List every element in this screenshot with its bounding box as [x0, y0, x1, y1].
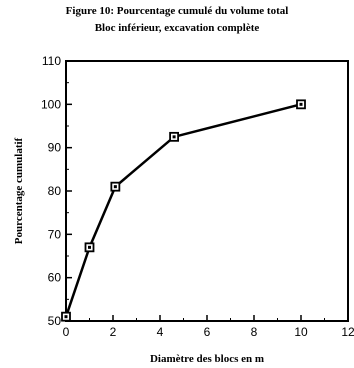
series-line [64, 103, 302, 318]
y-tick-label: 70 [48, 227, 62, 241]
y-tick-label: 110 [42, 54, 61, 68]
y-axis-label: Pourcentage cumulatif [13, 137, 25, 244]
x-tick-label: 0 [63, 325, 70, 339]
x-axis-label: Diamètre des blocs en m [150, 353, 264, 365]
x-tick-label: 8 [251, 325, 258, 339]
data-point-marker-core [113, 185, 117, 189]
y-tick-label: 80 [48, 184, 62, 198]
y-tick-label: 60 [48, 271, 62, 285]
chart-title: Figure 10: Pourcentage cumulé du volume … [65, 5, 289, 17]
x-tick-label: 12 [341, 325, 354, 339]
chart-subtitle: Bloc inférieur, excavation complète [94, 22, 260, 34]
data-point-marker-core [172, 135, 176, 139]
data-point-marker-core [64, 315, 68, 319]
data-point-marker-core [88, 245, 91, 249]
x-tick-label: 6 [204, 325, 211, 339]
x-tick-label: 10 [294, 325, 308, 339]
x-tick-label: 4 [157, 325, 164, 339]
x-tick-label: 2 [110, 325, 117, 339]
y-tick-label: 50 [48, 314, 62, 328]
data-point-marker-core [299, 102, 303, 106]
y-tick-label: 100 [41, 97, 61, 111]
y-tick-label: 90 [48, 141, 62, 155]
